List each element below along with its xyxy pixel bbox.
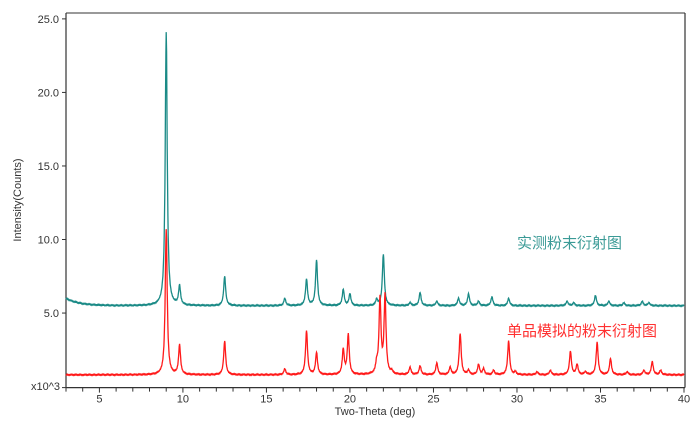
axes: 5 10 15 20 25 30 35 40 5.0 10.0 15.0 20.0 25.0 [38,12,690,406]
series-measured-line [65,32,685,308]
x-tick-label: 35 [594,394,606,406]
x-tick-label: 5 [96,394,102,406]
y-tick-label: 15.0 [38,161,59,173]
y-tick-label: 5.0 [44,308,59,320]
x-tick-label: 30 [511,394,523,406]
series-simulated-line [65,229,685,377]
series-group [65,32,685,377]
legend-measured: 实测粉末衍射图 [517,235,622,252]
x-tick-label: 10 [177,394,189,406]
x-tick-label: 15 [260,394,272,406]
y-multiplier-label: x10^3 [31,381,60,393]
y-tick-label: 25.0 [38,14,59,26]
x-tick-label: 25 [427,394,439,406]
y-axis-label: Intensity(Counts) [12,158,24,241]
x-tick-label: 40 [678,394,690,406]
y-tick-label: 20.0 [38,87,59,99]
x-axis-label: Two-Theta (deg) [335,406,416,418]
y-tick-label: 10.0 [38,235,59,247]
legend-simulated: 单品模拟的粉末衍射图 [507,323,657,340]
x-tick-label: 20 [344,394,356,406]
